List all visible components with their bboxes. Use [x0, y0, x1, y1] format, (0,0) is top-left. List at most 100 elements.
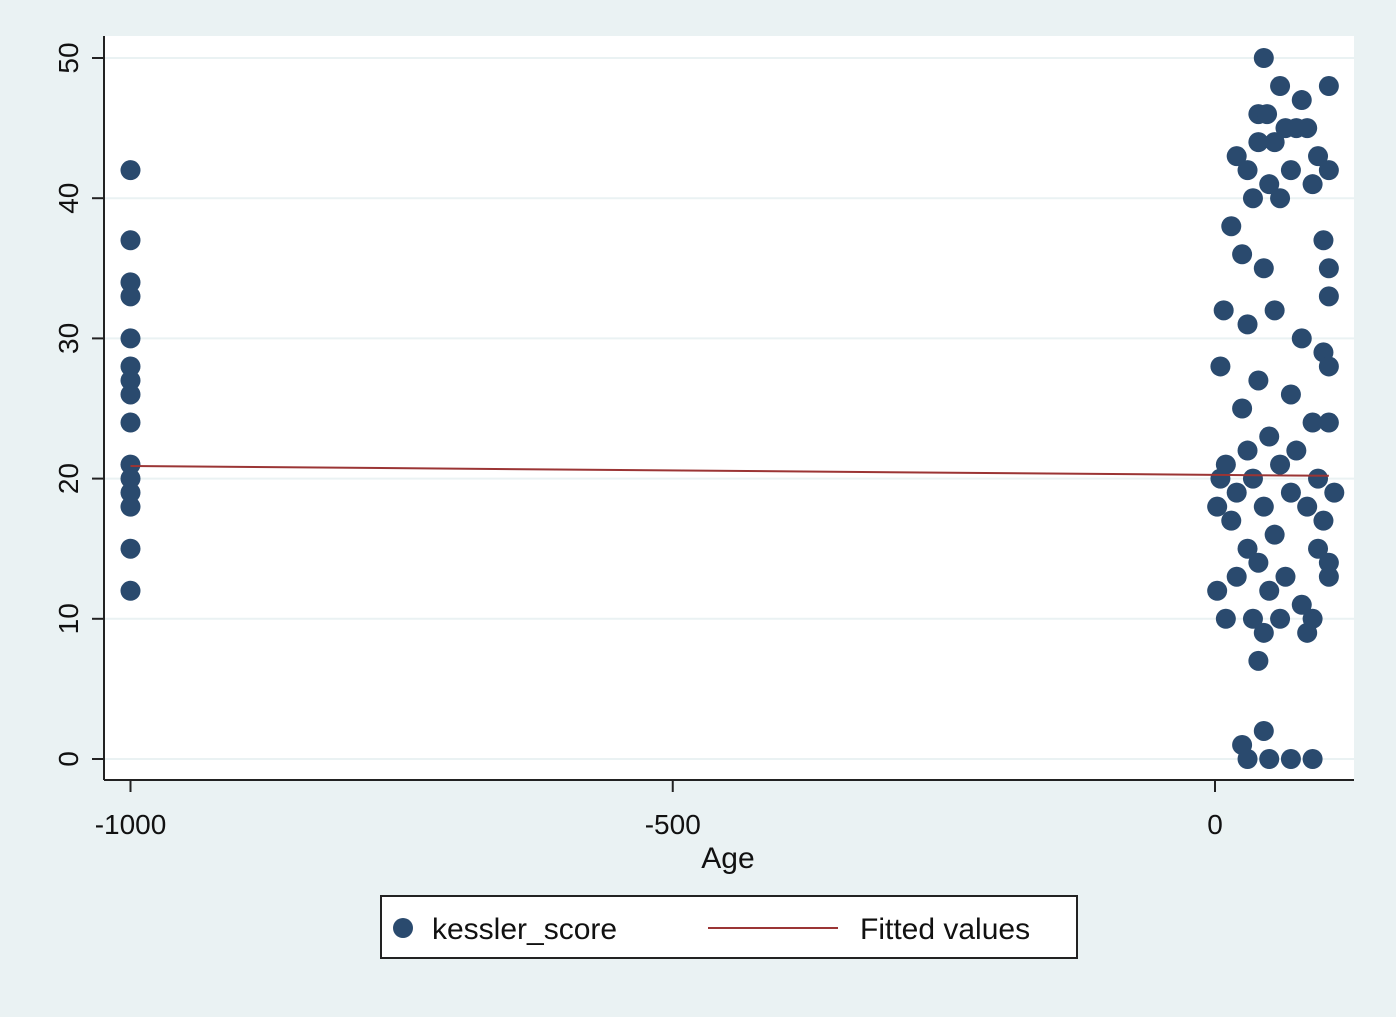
scatter-point	[1280, 482, 1301, 503]
scatter-point	[1259, 580, 1280, 601]
scatter-point	[120, 412, 141, 433]
scatter-point	[1253, 720, 1274, 741]
scatter-point	[1302, 412, 1323, 433]
scatter-point	[1242, 468, 1263, 489]
scatter-point	[1264, 524, 1285, 545]
scatter-point	[1253, 258, 1274, 279]
scatter-point	[120, 272, 141, 293]
scatter-point	[1237, 440, 1258, 461]
scatter-point	[1237, 314, 1258, 335]
scatter-point	[1318, 76, 1339, 97]
scatter-point	[1313, 510, 1334, 531]
scatter-point	[1248, 650, 1269, 671]
scatter-point	[1221, 216, 1242, 237]
scatter-point	[120, 454, 141, 475]
scatter-point	[1232, 244, 1253, 265]
y-tick-label-20: 20	[53, 463, 84, 494]
x-tick-label--1000: -1000	[95, 809, 167, 840]
y-tick-label-30: 30	[53, 323, 84, 354]
scatter-point	[1313, 230, 1334, 251]
scatter-point	[1286, 440, 1307, 461]
scatter-point	[1297, 118, 1318, 139]
scatter-point	[1318, 412, 1339, 433]
scatter-point	[1280, 749, 1301, 769]
scatter-points	[120, 48, 1345, 769]
scatter-point	[1259, 749, 1280, 769]
axes: 0 10 20 30 40 50 -1000 -500 0	[53, 36, 1354, 840]
scatter-point	[1257, 104, 1278, 125]
fitted-values-line	[130, 464, 1329, 477]
scatter-point	[1259, 426, 1280, 447]
plot-area	[104, 36, 1354, 780]
scatter-point	[1270, 608, 1291, 629]
y-tick-label-40: 40	[53, 183, 84, 214]
scatter-point	[120, 468, 141, 489]
scatter-point	[1318, 258, 1339, 279]
scatter-point	[1210, 356, 1231, 377]
scatter-point	[1248, 370, 1269, 391]
scatter-point	[1318, 552, 1339, 573]
scatter-point	[120, 230, 141, 251]
scatter-point	[1207, 580, 1228, 601]
scatter-point	[1297, 622, 1318, 643]
scatter-point	[1270, 188, 1291, 209]
y-tick-label-0: 0	[53, 751, 84, 767]
legend-label-fitted: Fitted values	[860, 913, 1030, 946]
x-axis-title: Age	[701, 842, 754, 875]
scatter-point	[1275, 566, 1296, 587]
scatter-point	[1318, 566, 1339, 587]
scatter-point	[120, 482, 141, 503]
scatter-point	[1210, 468, 1231, 489]
scatter-point	[120, 496, 141, 517]
scatter-point	[1280, 160, 1301, 181]
scatter-point	[120, 580, 141, 601]
scatter-point	[120, 356, 141, 377]
scatter-point	[120, 328, 141, 349]
x-tick-label-0: 0	[1207, 809, 1223, 840]
scatter-point	[1291, 594, 1312, 615]
scatter-point	[1207, 496, 1228, 517]
legend: kessler_score Fitted values	[380, 895, 1078, 959]
fitted-line-layer	[130, 464, 1329, 477]
scatter-point	[1318, 356, 1339, 377]
scatter-point	[120, 370, 141, 391]
scatter-point	[1215, 608, 1236, 629]
legend-marker-kessler	[393, 918, 413, 938]
scatter-point	[1318, 160, 1339, 181]
scatter-point	[1308, 538, 1329, 559]
scatter-point	[1226, 482, 1247, 503]
scatter-point	[1221, 510, 1242, 531]
scatter-point	[120, 160, 141, 181]
scatter-point	[1232, 398, 1253, 419]
scatter-point	[1237, 538, 1258, 559]
scatter-point	[120, 384, 141, 405]
scatter-point	[1237, 749, 1258, 769]
scatter-point	[1248, 552, 1269, 573]
scatter-point	[1318, 286, 1339, 307]
grid-lines	[105, 57, 1354, 760]
scatter-point	[120, 286, 141, 307]
scatter-point	[1242, 188, 1263, 209]
scatter-point	[1291, 328, 1312, 349]
scatter-point	[1308, 146, 1329, 167]
scatter-point	[1302, 174, 1323, 195]
scatter-point	[1253, 48, 1274, 68]
scatter-point	[1291, 90, 1312, 111]
x-tick-label--500: -500	[645, 809, 701, 840]
y-tick-label-50: 50	[53, 42, 84, 73]
scatter-point	[1270, 454, 1291, 475]
scatter-point	[1264, 300, 1285, 321]
scatter-point	[1280, 384, 1301, 405]
scatter-point	[1237, 160, 1258, 181]
scatter-point	[1248, 132, 1269, 153]
scatter-point	[1213, 300, 1234, 321]
scatter-point	[1226, 566, 1247, 587]
scatter-point	[120, 538, 141, 559]
y-tick-label-10: 10	[53, 603, 84, 634]
scatter-point	[1226, 146, 1247, 167]
legend-label-kessler: kessler_score	[432, 913, 617, 946]
scatter-point	[1302, 749, 1323, 769]
scatter-point	[1297, 496, 1318, 517]
